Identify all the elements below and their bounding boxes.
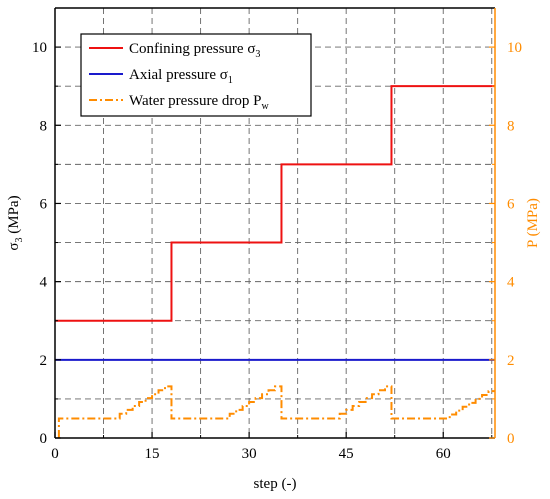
y-left-tick-label: 8: [40, 118, 48, 134]
legend-label-sub: w: [262, 101, 270, 112]
legend-label-main: Axial pressure σ: [129, 67, 228, 83]
y-left-tick-label: 4: [40, 275, 48, 291]
legend-label-main: Confining pressure σ: [129, 41, 255, 57]
x-axis-title: step (-): [254, 476, 297, 492]
y-left-tick-label: 0: [40, 431, 48, 447]
y-right-tick-label: 0: [507, 431, 515, 447]
plot-frame: [54, 7, 496, 439]
y-left-tick-label: 2: [40, 353, 48, 369]
legend-label-sub: 3: [255, 49, 260, 60]
y-right-tick-label: 10: [507, 40, 522, 56]
legend: Confining pressure σ3 Axial pressure σ1 Wa…: [80, 33, 312, 117]
series-line-2: [57, 385, 495, 438]
y-left-title-rest: (MPa): [6, 195, 22, 237]
series-group: [55, 85, 495, 438]
axis-ticks: 0 15 30 45 60 0 2 4 6 8 10 0 2 4 6 8 10: [32, 40, 522, 462]
y-left-title-sub: 3: [14, 237, 25, 242]
x-tick-label: 15: [145, 446, 160, 462]
series-line-0: [55, 85, 495, 322]
y-right-tick-label: 8: [507, 118, 515, 134]
legend-label-1: Axial pressure σ1: [129, 67, 233, 86]
x-tick-label: 30: [242, 446, 257, 462]
legend-label-0: Confining pressure σ3: [129, 41, 260, 60]
x-tick-label: 0: [51, 446, 59, 462]
y-right-tick-label: 2: [507, 353, 515, 369]
legend-label-sub: 1: [228, 75, 233, 86]
x-tick-label: 45: [339, 446, 354, 462]
axis-titles: step (-) σ3 (MPa) P (MPa): [6, 195, 541, 492]
y-left-tick-label: 6: [40, 196, 48, 212]
y-left-tick-label: 10: [32, 40, 47, 56]
x-tick-label: 60: [436, 446, 451, 462]
y-left-title-main: σ: [6, 242, 22, 250]
legend-label-2: Water pressure drop Pw: [129, 93, 270, 112]
legend-label-main: Water pressure drop P: [129, 93, 262, 109]
y-right-axis-title: P (MPa): [525, 198, 541, 248]
y-left-axis-title: σ3 (MPa): [6, 195, 25, 250]
y-right-tick-label: 4: [507, 275, 515, 291]
y-right-tick-label: 6: [507, 196, 515, 212]
